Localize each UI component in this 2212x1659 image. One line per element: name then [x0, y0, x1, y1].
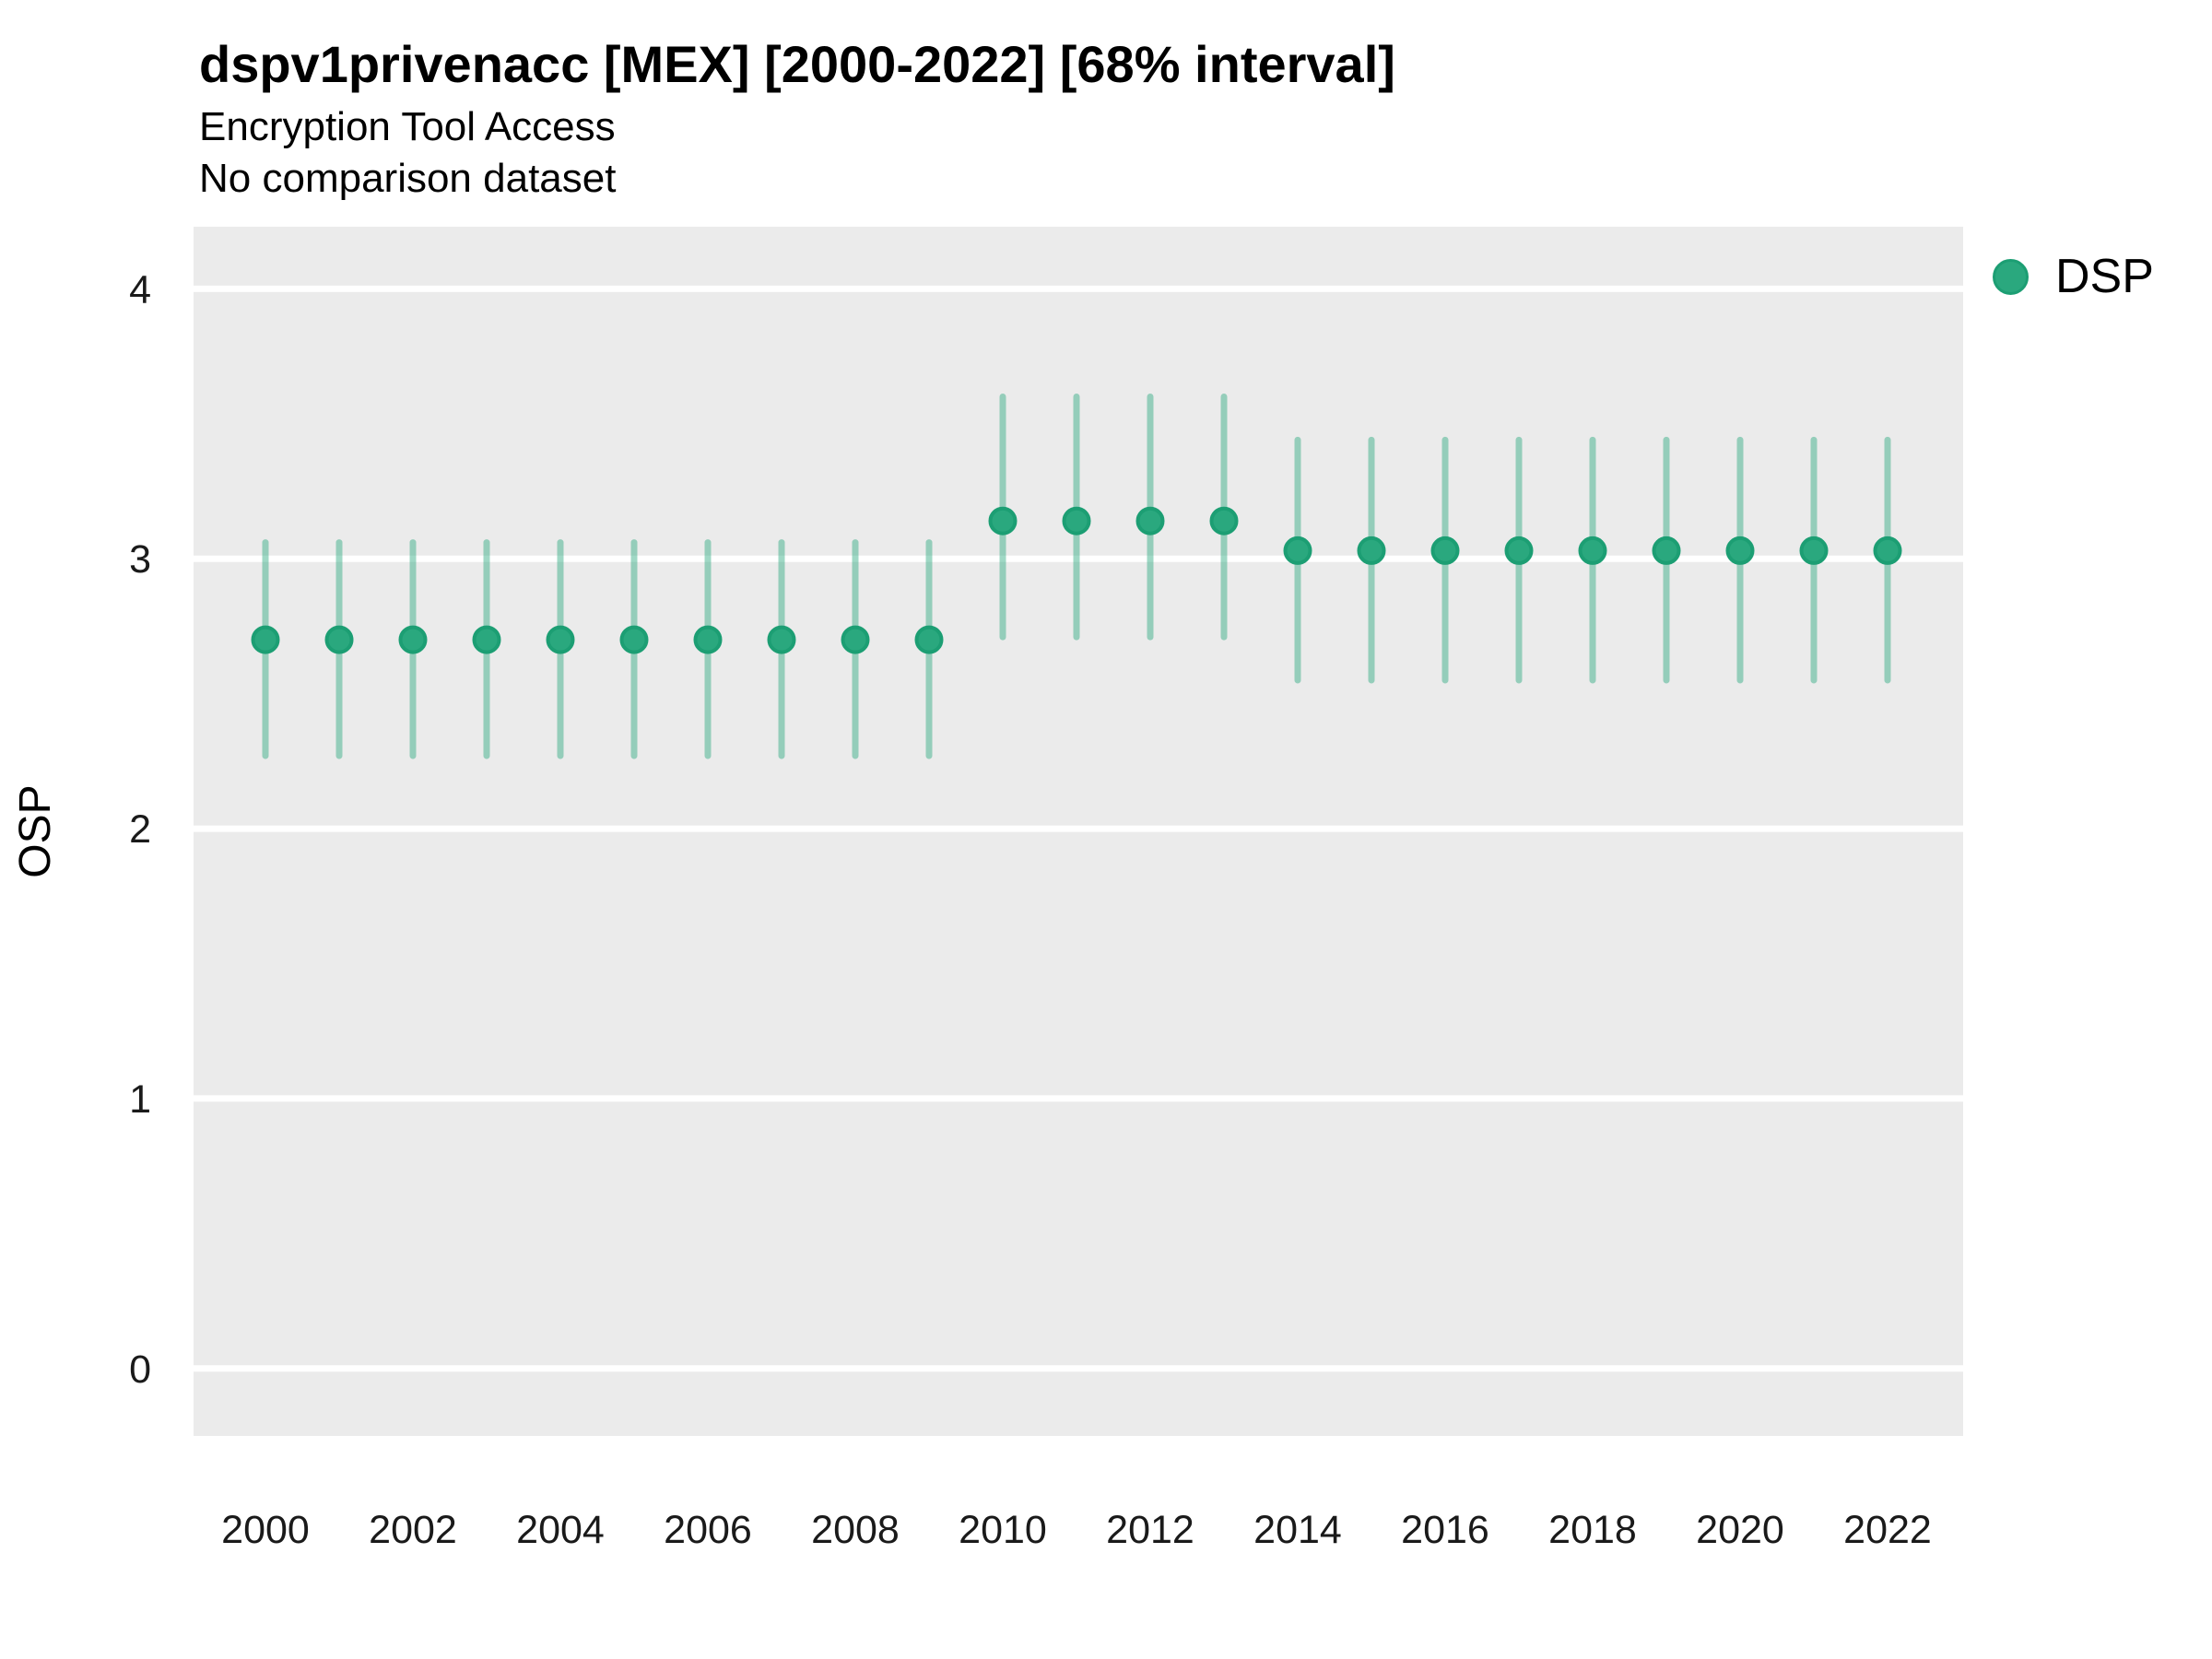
x-tick-label-2012: 2012	[1106, 1508, 1194, 1552]
x-tick-label-2014: 2014	[1253, 1508, 1342, 1552]
data-point-2000	[251, 625, 280, 654]
x-tick-label-2000: 2000	[221, 1508, 310, 1552]
y-tick-label-3: 3	[129, 537, 151, 582]
data-point-2017	[1504, 535, 1534, 565]
x-tick-label-2016: 2016	[1401, 1508, 1489, 1552]
x-tick-label-2020: 2020	[1696, 1508, 1784, 1552]
x-tick-label-2022: 2022	[1843, 1508, 1932, 1552]
y-tick-label-0: 0	[129, 1347, 151, 1392]
x-tick-label-2006: 2006	[664, 1508, 752, 1552]
x-tick-label-2010: 2010	[959, 1508, 1047, 1552]
y-axis-title: OSP	[11, 784, 60, 877]
data-point-2011	[1062, 506, 1091, 535]
legend-marker-circle-icon	[1993, 259, 2029, 295]
comparison-note: No comparison dataset	[199, 156, 617, 201]
data-point-2006	[693, 625, 723, 654]
x-tick-label-2004: 2004	[516, 1508, 605, 1552]
data-point-2020	[1725, 535, 1755, 565]
data-point-2015	[1357, 535, 1386, 565]
data-point-2007	[767, 625, 796, 654]
x-tick-label-2002: 2002	[369, 1508, 457, 1552]
legend: DSP	[1993, 249, 2154, 305]
x-tick-label-2018: 2018	[1548, 1508, 1637, 1552]
data-point-2004	[546, 625, 575, 654]
y-tick-label-4: 4	[129, 267, 151, 312]
chart-title: dspv1privenacc [MEX] [2000-2022] [68% in…	[199, 35, 1395, 93]
y-tick-label-2: 2	[129, 807, 151, 852]
data-point-2005	[619, 625, 649, 654]
data-point-2003	[472, 625, 501, 654]
data-point-2014	[1283, 535, 1312, 565]
data-point-2021	[1799, 535, 1829, 565]
data-point-2019	[1652, 535, 1681, 565]
data-point-2009	[914, 625, 944, 654]
y-tick-label-1: 1	[129, 1077, 151, 1122]
data-point-2001	[324, 625, 354, 654]
legend-label: DSP	[2055, 250, 2154, 303]
data-point-2008	[841, 625, 870, 654]
data-point-2022	[1873, 535, 1902, 565]
x-tick-label-2008: 2008	[811, 1508, 900, 1552]
data-point-2018	[1578, 535, 1607, 565]
data-point-2016	[1430, 535, 1460, 565]
data-point-2013	[1209, 506, 1239, 535]
data-point-2010	[988, 506, 1018, 535]
chart-subtitle: Encryption Tool Access	[199, 104, 616, 149]
data-point-2002	[398, 625, 428, 654]
data-point-2012	[1135, 506, 1165, 535]
